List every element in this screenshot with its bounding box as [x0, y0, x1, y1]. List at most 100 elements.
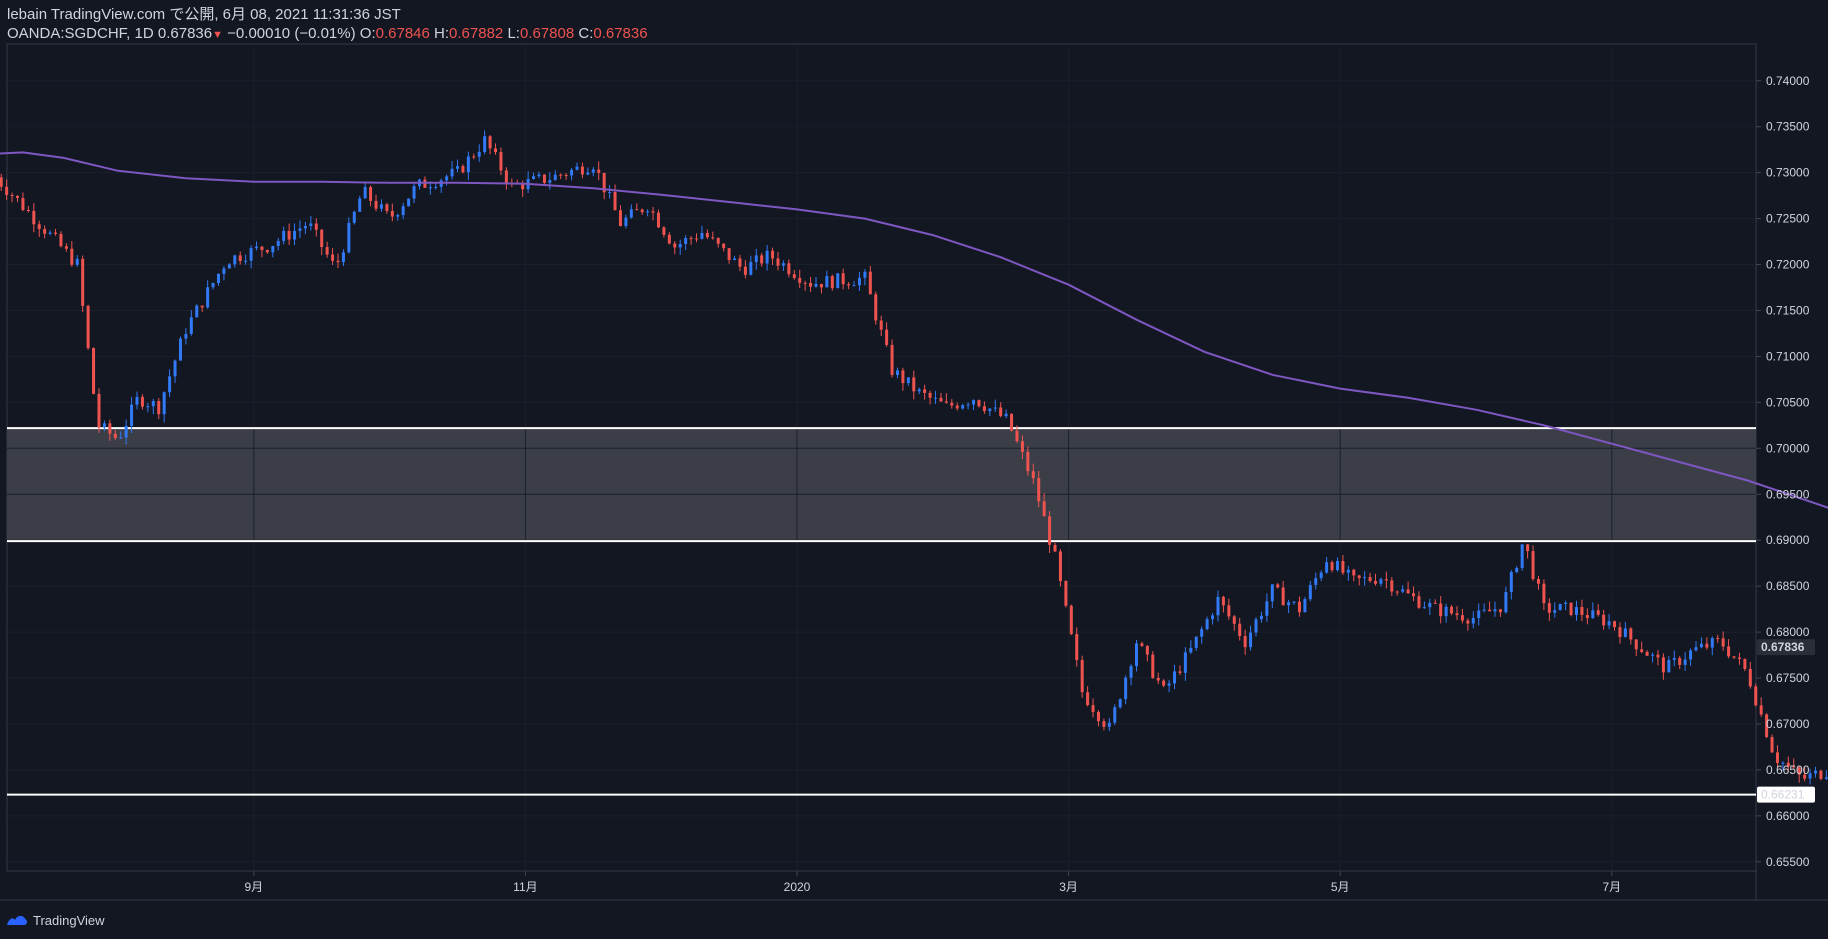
- candle-body: [216, 273, 220, 283]
- candle-body: [814, 283, 818, 287]
- candle-body: [1330, 562, 1334, 571]
- candle-body: [10, 194, 14, 196]
- candle-body: [1819, 770, 1823, 779]
- candle-body: [390, 210, 394, 217]
- open-value: 0.67846: [375, 25, 430, 42]
- time-axis[interactable]: 9月11月20203月5月7月9月11月20213月5月7月9月: [244, 871, 1828, 894]
- candle-body: [1259, 615, 1263, 620]
- symbol-label: OANDA:SGDCHF, 1D: [7, 25, 154, 42]
- candle-body: [1814, 770, 1817, 774]
- time-tick-label: 3月: [1059, 880, 1078, 894]
- candle-body: [314, 223, 318, 230]
- candle-body: [1786, 762, 1790, 767]
- candle-body: [1064, 581, 1068, 606]
- candle-body: [1004, 413, 1008, 417]
- candle-body: [1135, 643, 1138, 667]
- candle-body: [1716, 638, 1720, 640]
- candle-body: [379, 204, 383, 209]
- candle-body: [1678, 658, 1682, 665]
- candle-body: [1058, 551, 1062, 582]
- candle-body: [1520, 544, 1524, 568]
- candle-body: [140, 396, 144, 407]
- candle-body: [1694, 647, 1698, 651]
- candle-body: [912, 377, 916, 392]
- price-labels: 0.67836 0.66231: [1757, 639, 1815, 803]
- candle-body: [472, 156, 476, 158]
- candle-body: [1466, 620, 1470, 624]
- candle-body: [781, 263, 785, 266]
- time-tick-label: 2020: [784, 880, 811, 894]
- candle-body: [1596, 610, 1600, 615]
- candle-body: [1297, 601, 1301, 613]
- price-tick-label: 0.67500: [1766, 671, 1810, 685]
- candle-body: [1216, 596, 1220, 616]
- candle-body: [1357, 575, 1361, 579]
- candle-body: [977, 400, 981, 407]
- candle-body: [135, 396, 139, 405]
- candle-body: [743, 266, 747, 275]
- resistance-zone[interactable]: [7, 428, 1756, 542]
- candle-body: [613, 192, 617, 211]
- candle-body: [542, 174, 546, 183]
- candle-body: [1651, 654, 1655, 656]
- candle-body: [1314, 578, 1318, 585]
- candle-body: [238, 255, 242, 262]
- price-tick-label: 0.69500: [1766, 487, 1810, 501]
- candle-body: [352, 211, 356, 223]
- candle-body: [1667, 659, 1671, 673]
- candle-body: [401, 206, 405, 216]
- candle-body: [944, 401, 948, 403]
- candle-body: [553, 174, 557, 181]
- footer: TradingView: [6, 910, 105, 930]
- candle-body: [1645, 651, 1649, 656]
- candle-body: [499, 152, 503, 171]
- candle-body: [570, 169, 574, 176]
- candle-body: [157, 401, 161, 415]
- candle-body: [1292, 601, 1296, 603]
- candle-body: [1037, 478, 1041, 502]
- candle-body: [852, 285, 856, 287]
- candle-body: [162, 392, 166, 415]
- low-value: 0.67808: [519, 25, 575, 42]
- candle-body: [1113, 707, 1117, 723]
- price-tick-label: 0.74000: [1766, 74, 1810, 88]
- candle-body: [1308, 584, 1312, 600]
- candle-body: [885, 329, 889, 345]
- candle-body: [1401, 589, 1405, 592]
- candles: [0, 130, 1828, 785]
- candle-body: [130, 404, 134, 426]
- candle-body: [917, 389, 921, 392]
- candle-body: [369, 187, 373, 201]
- price-tick-label: 0.71000: [1766, 349, 1810, 363]
- candle-body: [1384, 579, 1388, 581]
- candle-body: [1623, 628, 1627, 637]
- candle-body: [966, 404, 970, 406]
- candle-body: [249, 248, 253, 261]
- candle-body: [955, 405, 959, 409]
- chart-header: lebain TradingView.com で公開, 6月 08, 2021 …: [7, 5, 648, 43]
- candle-body: [466, 156, 470, 173]
- candle-body: [1069, 605, 1073, 635]
- candle-body: [1743, 658, 1747, 669]
- candle-body: [1221, 596, 1225, 606]
- candle-body: [1428, 602, 1432, 608]
- candle-body: [608, 192, 612, 194]
- level-lines[interactable]: [7, 427, 1756, 796]
- candle-body: [895, 370, 899, 375]
- candle-body: [108, 423, 112, 434]
- candle-body: [863, 271, 867, 278]
- price-axis[interactable]: 0.74000 0.73500 0.73000 0.72500 0.72000 0.715…: [1756, 74, 1810, 869]
- candle-body: [939, 397, 943, 402]
- low-label: L:: [507, 25, 520, 42]
- candle-body: [580, 166, 584, 175]
- price-tick-label: 0.66000: [1766, 809, 1810, 823]
- candle-body: [1591, 610, 1595, 619]
- candle-body: [1102, 721, 1106, 727]
- candle-body: [5, 186, 9, 195]
- candle-body: [819, 283, 823, 288]
- price-tick-label: 0.69000: [1766, 533, 1810, 547]
- candle-body: [1656, 654, 1660, 658]
- candle-body: [1395, 591, 1399, 593]
- candle-body: [16, 195, 20, 199]
